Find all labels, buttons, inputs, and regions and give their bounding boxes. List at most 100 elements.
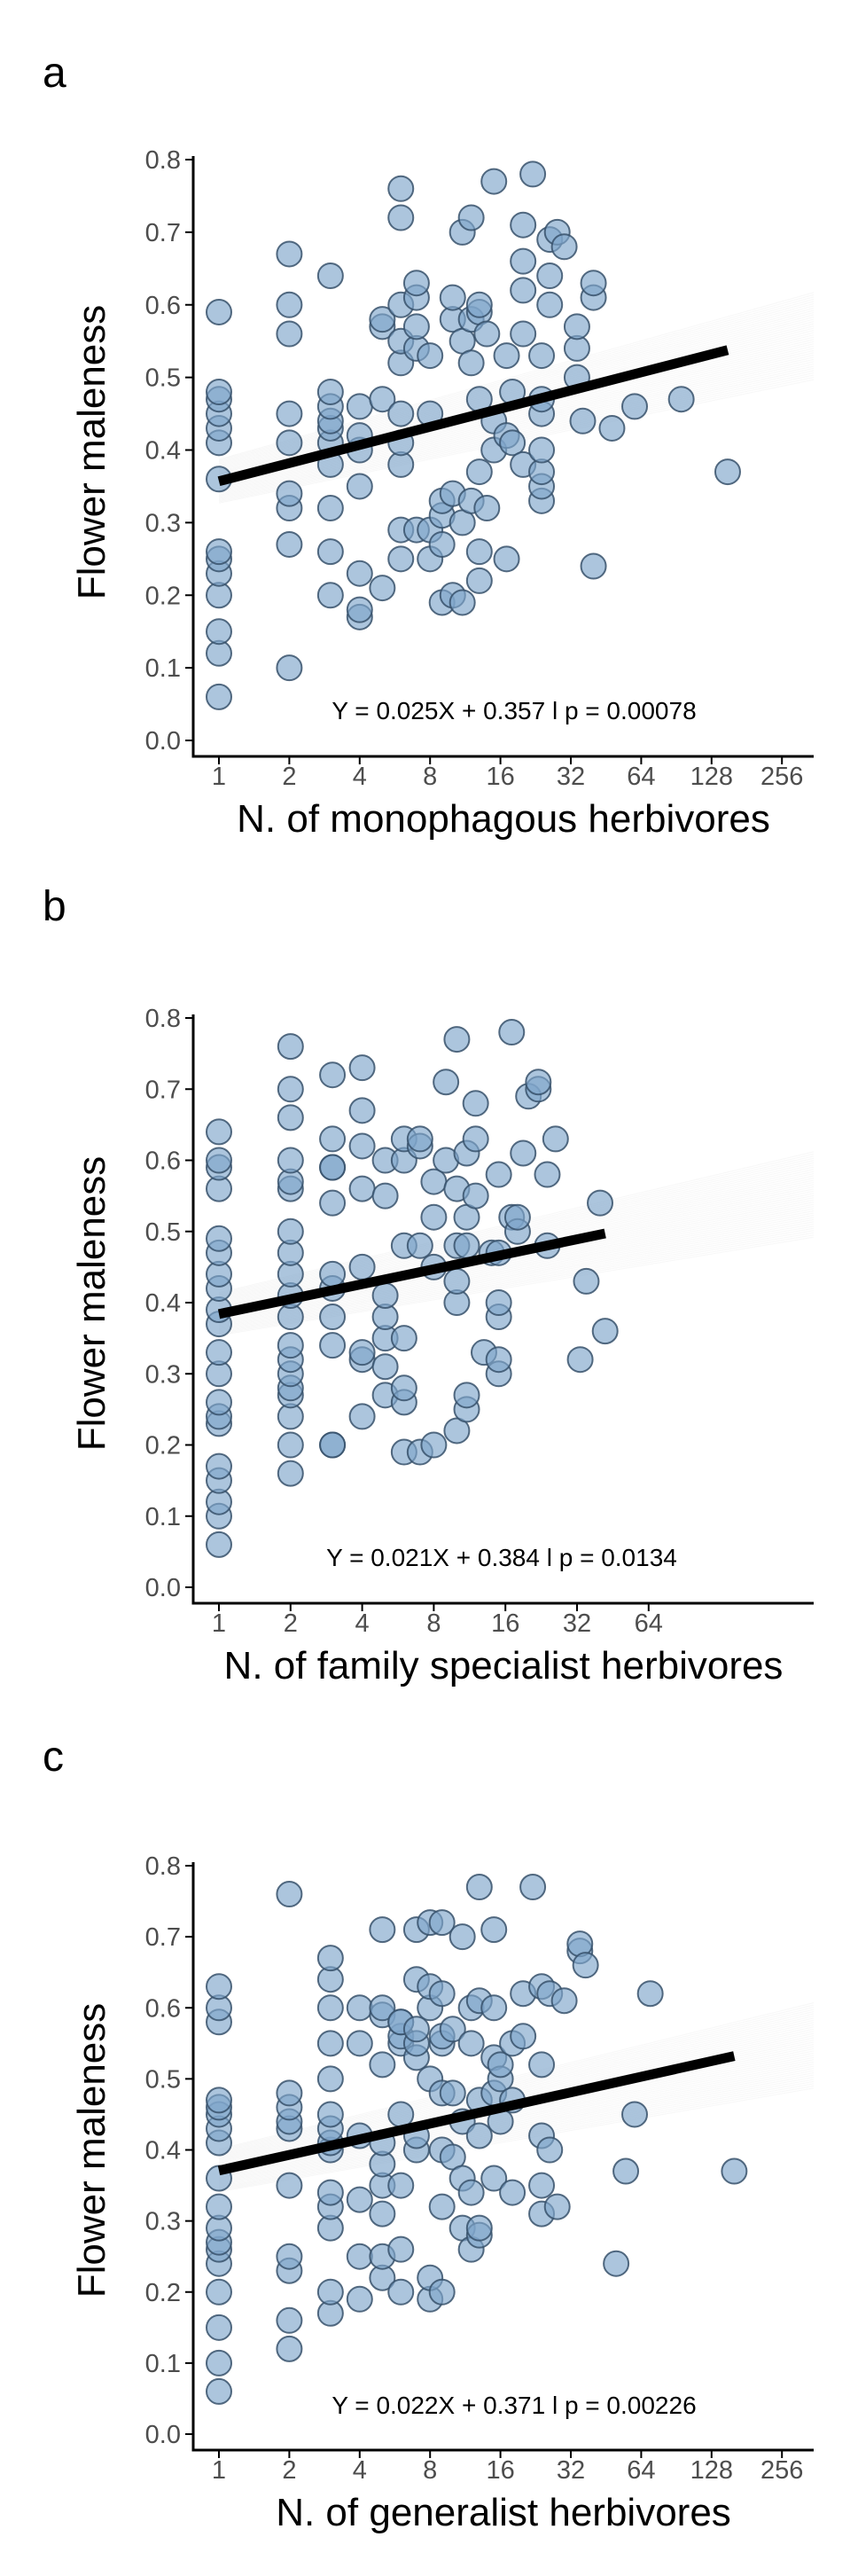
uncertainty-line xyxy=(218,1236,815,1336)
data-points xyxy=(206,1874,748,2405)
x-tick-label: 8 xyxy=(423,763,437,791)
data-point xyxy=(276,2335,303,2362)
data-point xyxy=(503,1203,531,1231)
data-point xyxy=(369,1994,396,2022)
data-point xyxy=(603,2250,630,2277)
y-tick-label: 0.4 xyxy=(145,1289,181,1318)
data-point xyxy=(580,270,607,297)
uncertainty-line xyxy=(218,2059,815,2179)
y-tick-label: 0.7 xyxy=(145,1923,181,1952)
regression-line xyxy=(217,2051,736,2176)
y-tick-label: 0.5 xyxy=(145,2065,181,2094)
data-point xyxy=(528,436,556,464)
y-tick-label: 0.8 xyxy=(145,146,181,175)
data-point xyxy=(206,379,232,405)
uncertainty-line xyxy=(218,2072,815,2185)
x-tick-label: 64 xyxy=(627,763,655,791)
data-point xyxy=(277,1104,304,1131)
data-point xyxy=(428,2278,456,2306)
data-point xyxy=(591,1318,619,1345)
y-axis-title: Flower maleness xyxy=(70,1156,113,1452)
data-point xyxy=(206,2193,232,2220)
y-tick-label: 0.5 xyxy=(145,364,181,393)
data-point xyxy=(714,458,741,486)
data-point xyxy=(598,414,626,442)
data-point xyxy=(465,538,493,566)
data-point xyxy=(316,2101,344,2128)
data-point xyxy=(319,1154,347,1181)
data-point xyxy=(406,1125,433,1153)
data-point xyxy=(369,575,396,602)
data-point xyxy=(371,1182,399,1210)
data-point xyxy=(580,552,607,580)
x-tick-label: 32 xyxy=(557,2456,585,2485)
x-tick-label: 128 xyxy=(690,2456,733,2485)
data-point xyxy=(206,1973,232,2001)
y-tick-label: 0.2 xyxy=(145,582,181,610)
uncertainty-line xyxy=(218,1214,815,1326)
data-point xyxy=(206,683,232,710)
data-point xyxy=(573,1267,600,1295)
data-point xyxy=(277,1218,304,1245)
uncertainty-line xyxy=(218,1225,815,1331)
data-point xyxy=(276,2079,303,2107)
data-point xyxy=(346,473,373,500)
data-point xyxy=(387,2278,415,2306)
y-tick-label: 0.3 xyxy=(145,2208,181,2236)
data-point xyxy=(402,313,430,341)
data-point xyxy=(528,2051,556,2079)
data-point xyxy=(206,2278,232,2306)
x-tick-label: 16 xyxy=(486,2456,514,2485)
y-tick-label: 0.8 xyxy=(145,1852,181,1881)
data-point xyxy=(316,538,344,566)
data-point xyxy=(510,2023,537,2050)
uncertainty-line xyxy=(218,2065,815,2181)
y-tick-label: 0.8 xyxy=(145,1005,181,1033)
data-point xyxy=(493,342,520,370)
data-point xyxy=(369,2200,396,2228)
y-tick-label: 0.1 xyxy=(145,1503,181,1531)
data-point xyxy=(348,1403,376,1430)
data-point xyxy=(572,1952,599,1979)
data-point xyxy=(276,480,303,507)
x-tick-label: 8 xyxy=(423,2456,437,2485)
data-point xyxy=(206,2349,232,2376)
data-point xyxy=(420,1203,448,1231)
data-point xyxy=(433,1069,460,1096)
data-point xyxy=(612,2157,640,2185)
data-point xyxy=(510,1139,537,1167)
data-point xyxy=(485,1289,512,1316)
data-point xyxy=(316,2030,344,2057)
data-point xyxy=(439,2016,466,2043)
uncertainty-line xyxy=(218,1210,815,1323)
data-point xyxy=(542,1125,569,1153)
data-point xyxy=(387,204,415,231)
data-point xyxy=(316,2065,344,2093)
uncertainty-line xyxy=(218,2056,815,2178)
data-point xyxy=(371,1353,399,1381)
data-point xyxy=(493,545,520,573)
x-tick-label: 4 xyxy=(353,763,367,791)
y-tick-label: 0.2 xyxy=(145,1432,181,1460)
data-point xyxy=(316,582,344,609)
x-tick-label: 8 xyxy=(426,1609,441,1638)
uncertainty-line xyxy=(218,2076,815,2188)
data-point xyxy=(277,1332,304,1359)
y-tick-label: 0.0 xyxy=(145,727,181,756)
data-point xyxy=(387,400,415,427)
data-point xyxy=(206,1118,232,1146)
chart-panel-c: c 0.0 0.1 0.2 0.3 0.4 0.5 0.6 0.7 0.8 1 2 4 8 16 32 64 12… xyxy=(43,1734,815,2534)
data-point xyxy=(448,1923,476,1951)
data-point xyxy=(510,320,537,348)
uncertainty-line xyxy=(218,2074,815,2186)
y-tick-label: 0.7 xyxy=(145,1076,181,1104)
x-tick-label: 64 xyxy=(635,1609,663,1638)
chart-panel-a: a 0.0 0.1 0.2 0.3 0.4 0.5 0.6 0.7 0.8 1 2 4 8 16 32 64 12… xyxy=(43,50,815,841)
x-tick-label: 4 xyxy=(353,2456,367,2485)
data-point xyxy=(387,545,415,573)
data-point xyxy=(534,1161,561,1188)
uncertainty-line xyxy=(218,1206,815,1321)
uncertainty-line xyxy=(218,1234,815,1335)
data-point xyxy=(206,1339,232,1366)
data-point xyxy=(206,298,232,325)
